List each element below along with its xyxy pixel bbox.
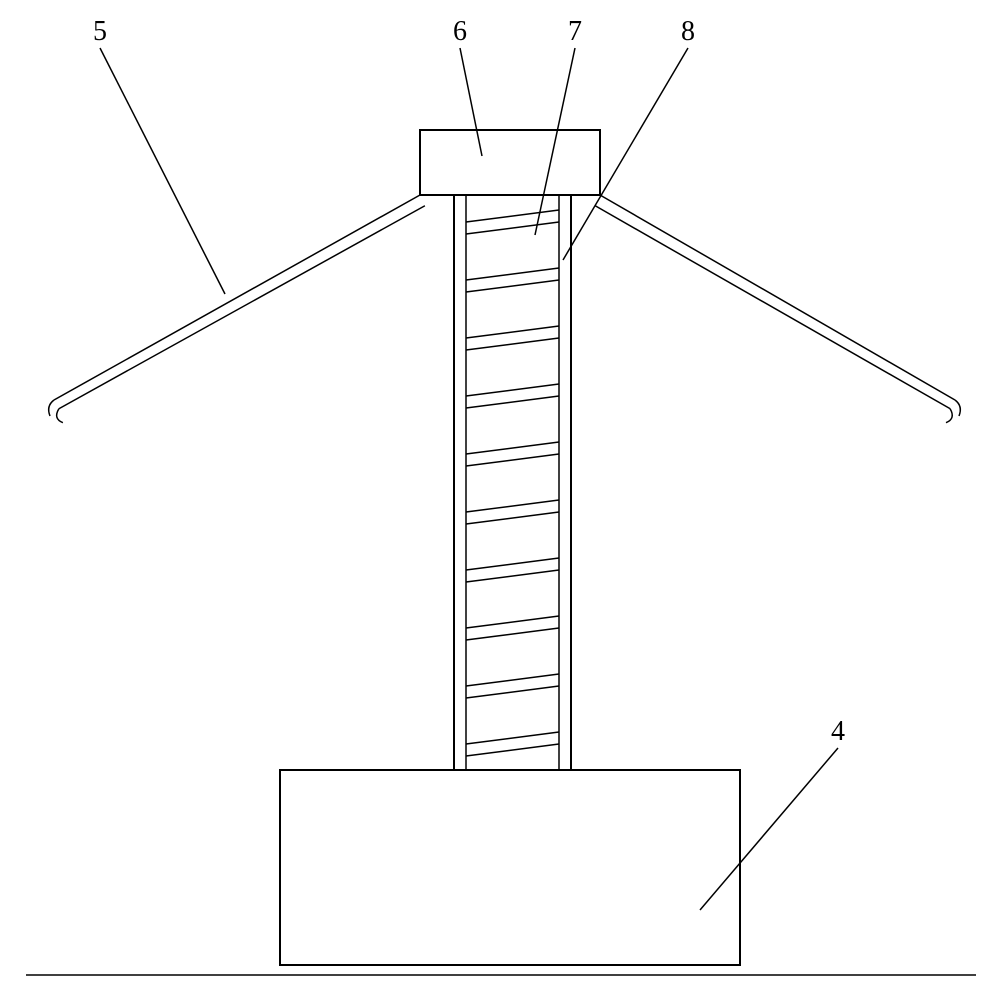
top-block <box>420 130 600 195</box>
leader-l5 <box>100 48 225 294</box>
label-l5: 5 <box>93 16 107 47</box>
arm-left-bottom <box>59 206 425 409</box>
base-block <box>280 770 740 965</box>
label-l6: 6 <box>453 16 467 47</box>
label-l4: 4 <box>831 716 845 747</box>
arm-right-bottom <box>595 206 950 409</box>
label-l8: 8 <box>681 16 695 47</box>
arm-right-top <box>600 195 955 400</box>
column-slats <box>466 210 559 756</box>
arm-left-hook <box>49 400 63 423</box>
leader-l4 <box>700 748 838 910</box>
arm-left-top <box>54 195 420 400</box>
technical-drawing: 5 6 7 8 4 <box>0 0 1000 995</box>
label-l7: 7 <box>568 16 582 47</box>
arm-right-hook <box>946 400 960 423</box>
